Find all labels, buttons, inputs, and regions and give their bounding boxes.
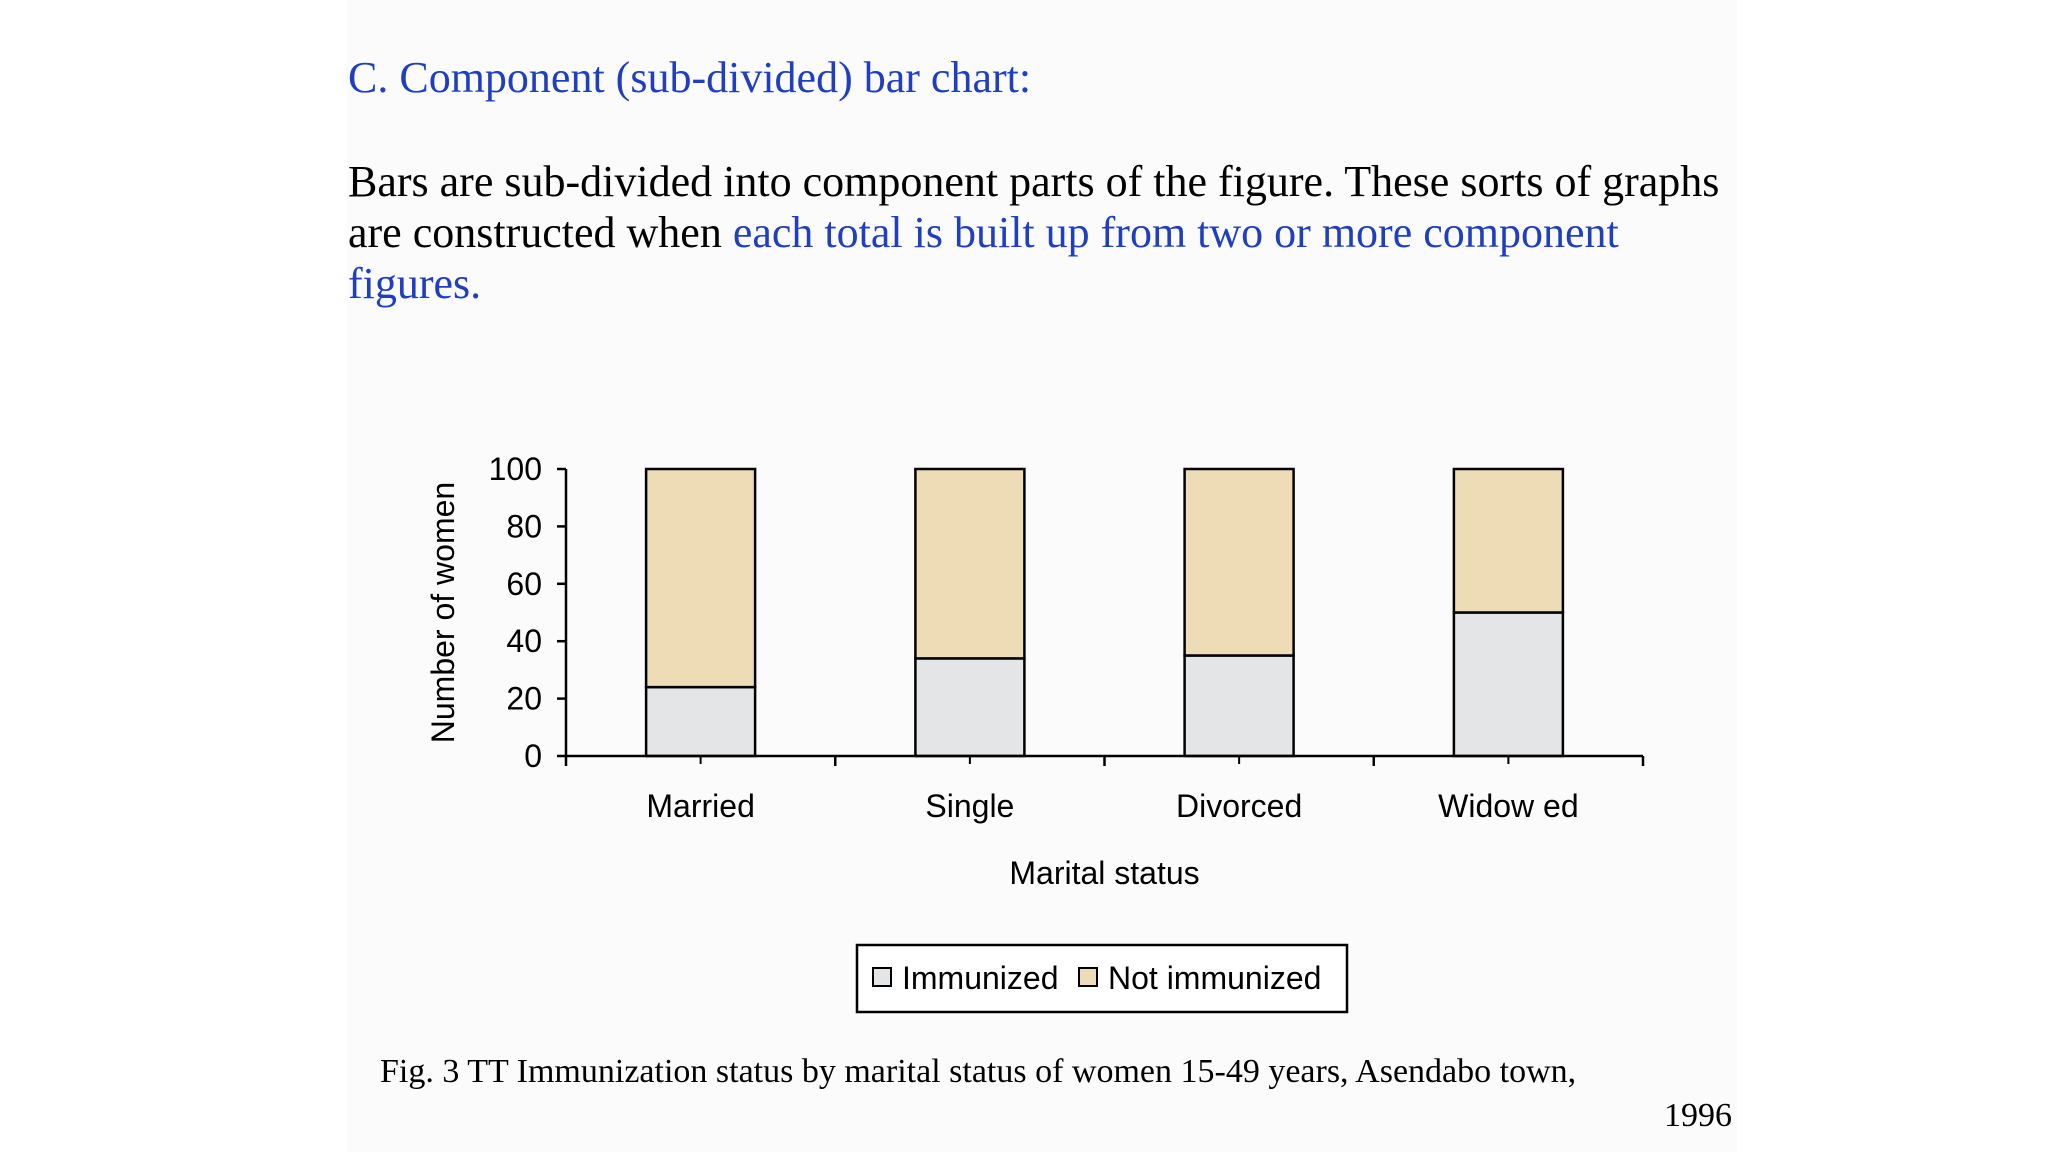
y-axis-label: Number of women xyxy=(425,482,461,743)
figure-caption: Fig. 3 TT Immunization status by marital… xyxy=(380,1050,1732,1138)
y-tick-layer: 0 20 40 60 80 100 xyxy=(489,451,566,774)
x-tick-label-0: Married xyxy=(646,788,754,824)
x-tick-layer: Married Single Divorced Widow ed xyxy=(564,756,1645,824)
body-text-highlight: each total is built up from two or more … xyxy=(348,208,1619,308)
bar-not-immunized-3 xyxy=(1452,467,1565,614)
y-tick-label-80: 80 xyxy=(506,508,542,544)
bar-immunized-1 xyxy=(914,657,1026,758)
legend-label-not-immunized: Not immunized xyxy=(1108,960,1321,996)
slide-title: C. Component (sub-divided) bar chart: xyxy=(348,53,1032,102)
y-tick-label-0: 0 xyxy=(524,738,542,774)
legend-swatch-immunized xyxy=(872,967,892,987)
bar-not-immunized-0 xyxy=(644,467,757,689)
bar-not-immunized-2 xyxy=(1183,467,1295,657)
y-tick-label-100: 100 xyxy=(489,451,542,487)
bar-immunized-0 xyxy=(644,685,757,758)
body-text: Bars are sub-divided into component part… xyxy=(348,156,1728,309)
caption-line-2: 1996 xyxy=(1664,1097,1732,1134)
legend-label-immunized: Immunized xyxy=(902,960,1059,996)
y-tick-label-60: 60 xyxy=(506,566,542,602)
bars-layer xyxy=(644,467,1565,758)
bar-immunized-3 xyxy=(1452,611,1565,758)
x-tick-label-1: Single xyxy=(925,788,1014,824)
x-tick-label-2: Divorced xyxy=(1176,788,1302,824)
bar-not-immunized-1 xyxy=(914,467,1026,660)
y-tick-label-40: 40 xyxy=(506,623,542,659)
caption-line-1: Fig. 3 TT Immunization status by marital… xyxy=(380,1053,1577,1090)
x-tick-label-3: Widow ed xyxy=(1438,788,1579,824)
legend: Immunized Not immunized xyxy=(855,943,1349,1014)
y-tick-label-20: 20 xyxy=(506,681,542,717)
body-text-part1: Bars are sub-divided into component part… xyxy=(348,157,1720,257)
bar-immunized-2 xyxy=(1183,654,1295,758)
x-axis-label: Marital status xyxy=(1009,855,1199,891)
legend-swatch-not-immunized xyxy=(1078,967,1098,987)
legend-box xyxy=(855,943,1349,1014)
